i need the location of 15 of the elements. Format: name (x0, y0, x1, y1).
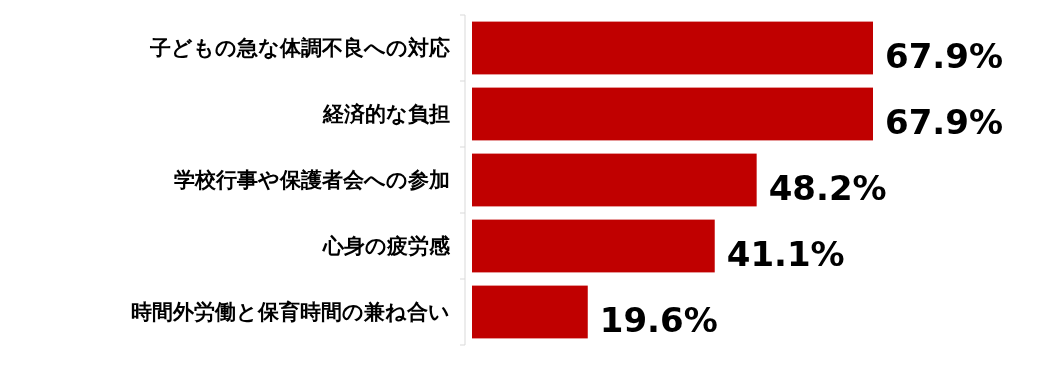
y-tick-label: 時間外労働と保育時間の兼ね合い (131, 300, 450, 324)
y-tick-label: 経済的な負担 (322, 102, 450, 126)
y-tick-label: 学校行事や保護者会への参加 (174, 168, 450, 192)
bar (472, 87, 873, 141)
data-label: 67.9% (885, 102, 1003, 142)
data-label: 67.9% (885, 36, 1003, 76)
data-label: 19.6% (599, 300, 718, 340)
bar (472, 219, 715, 273)
bar (472, 21, 873, 75)
y-tick-label: 子どもの急な体調不良への対応 (149, 36, 450, 60)
data-label: 41.1% (726, 234, 845, 274)
data-label: 48.2% (768, 168, 887, 208)
bar (472, 285, 588, 339)
bar (472, 153, 757, 207)
y-tick-label: 心身の疲労感 (322, 234, 451, 258)
